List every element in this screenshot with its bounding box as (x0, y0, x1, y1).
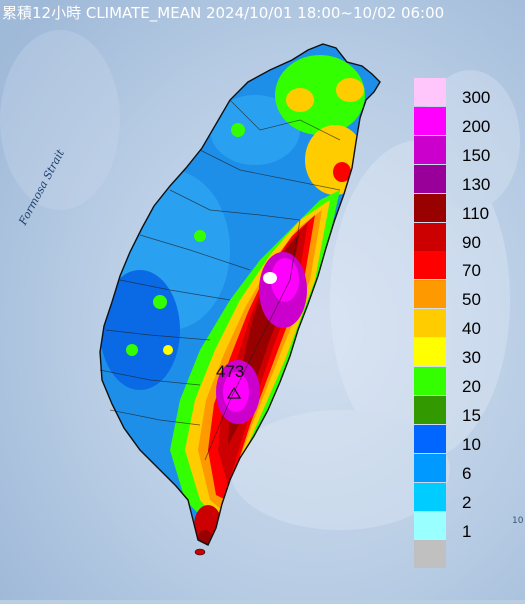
legend-swatch (414, 135, 446, 164)
legend-label: 200 (462, 116, 491, 136)
legend-label: 40 (462, 319, 481, 339)
legend-label: 70 (462, 261, 481, 281)
legend-label: 150 (462, 145, 491, 165)
county-boundaries (99, 99, 341, 461)
legend: 300 200 150 130 110 90 70 50 40 30 20 15 10 6 2 1 (414, 78, 522, 570)
corner-mark: 10 (512, 516, 524, 526)
legend-swatch (414, 424, 446, 453)
legend-swatch (414, 164, 446, 193)
legend-swatch (414, 395, 446, 424)
legend-label: 1 (462, 521, 472, 541)
legend-swatch (414, 193, 446, 222)
legend-swatch (414, 338, 446, 367)
legend-label: 300 (462, 88, 491, 107)
legend-swatch (414, 251, 446, 280)
legend-label: 50 (462, 290, 481, 310)
legend-swatch (414, 453, 446, 482)
legend-label: 130 (462, 174, 491, 194)
legend-label: 10 (462, 434, 481, 454)
legend-label: 90 (462, 232, 481, 252)
legend-label: 20 (462, 377, 481, 396)
legend-label: 30 (462, 348, 481, 368)
small-island (194, 548, 206, 556)
legend-swatch (414, 309, 446, 338)
legend-label: 6 (462, 463, 472, 483)
legend-label: 110 (462, 203, 490, 223)
legend-swatch (414, 482, 446, 511)
coastline (99, 43, 381, 546)
legend-swatch (414, 367, 446, 395)
legend-swatch (414, 106, 446, 135)
legend-swatch (414, 280, 446, 309)
legend-swatch (414, 511, 446, 540)
legend-label: 2 (462, 492, 472, 512)
max-rainfall-value: 473 (216, 362, 245, 381)
legend-swatch (414, 222, 446, 251)
legend-swatch (414, 540, 446, 569)
triangle-icon (226, 386, 242, 399)
map-title: 累積12小時 CLIMATE_MEAN 2024/10/01 18:00~10/… (2, 4, 445, 22)
legend-label: 15 (462, 405, 481, 425)
legend-swatch (414, 78, 446, 106)
